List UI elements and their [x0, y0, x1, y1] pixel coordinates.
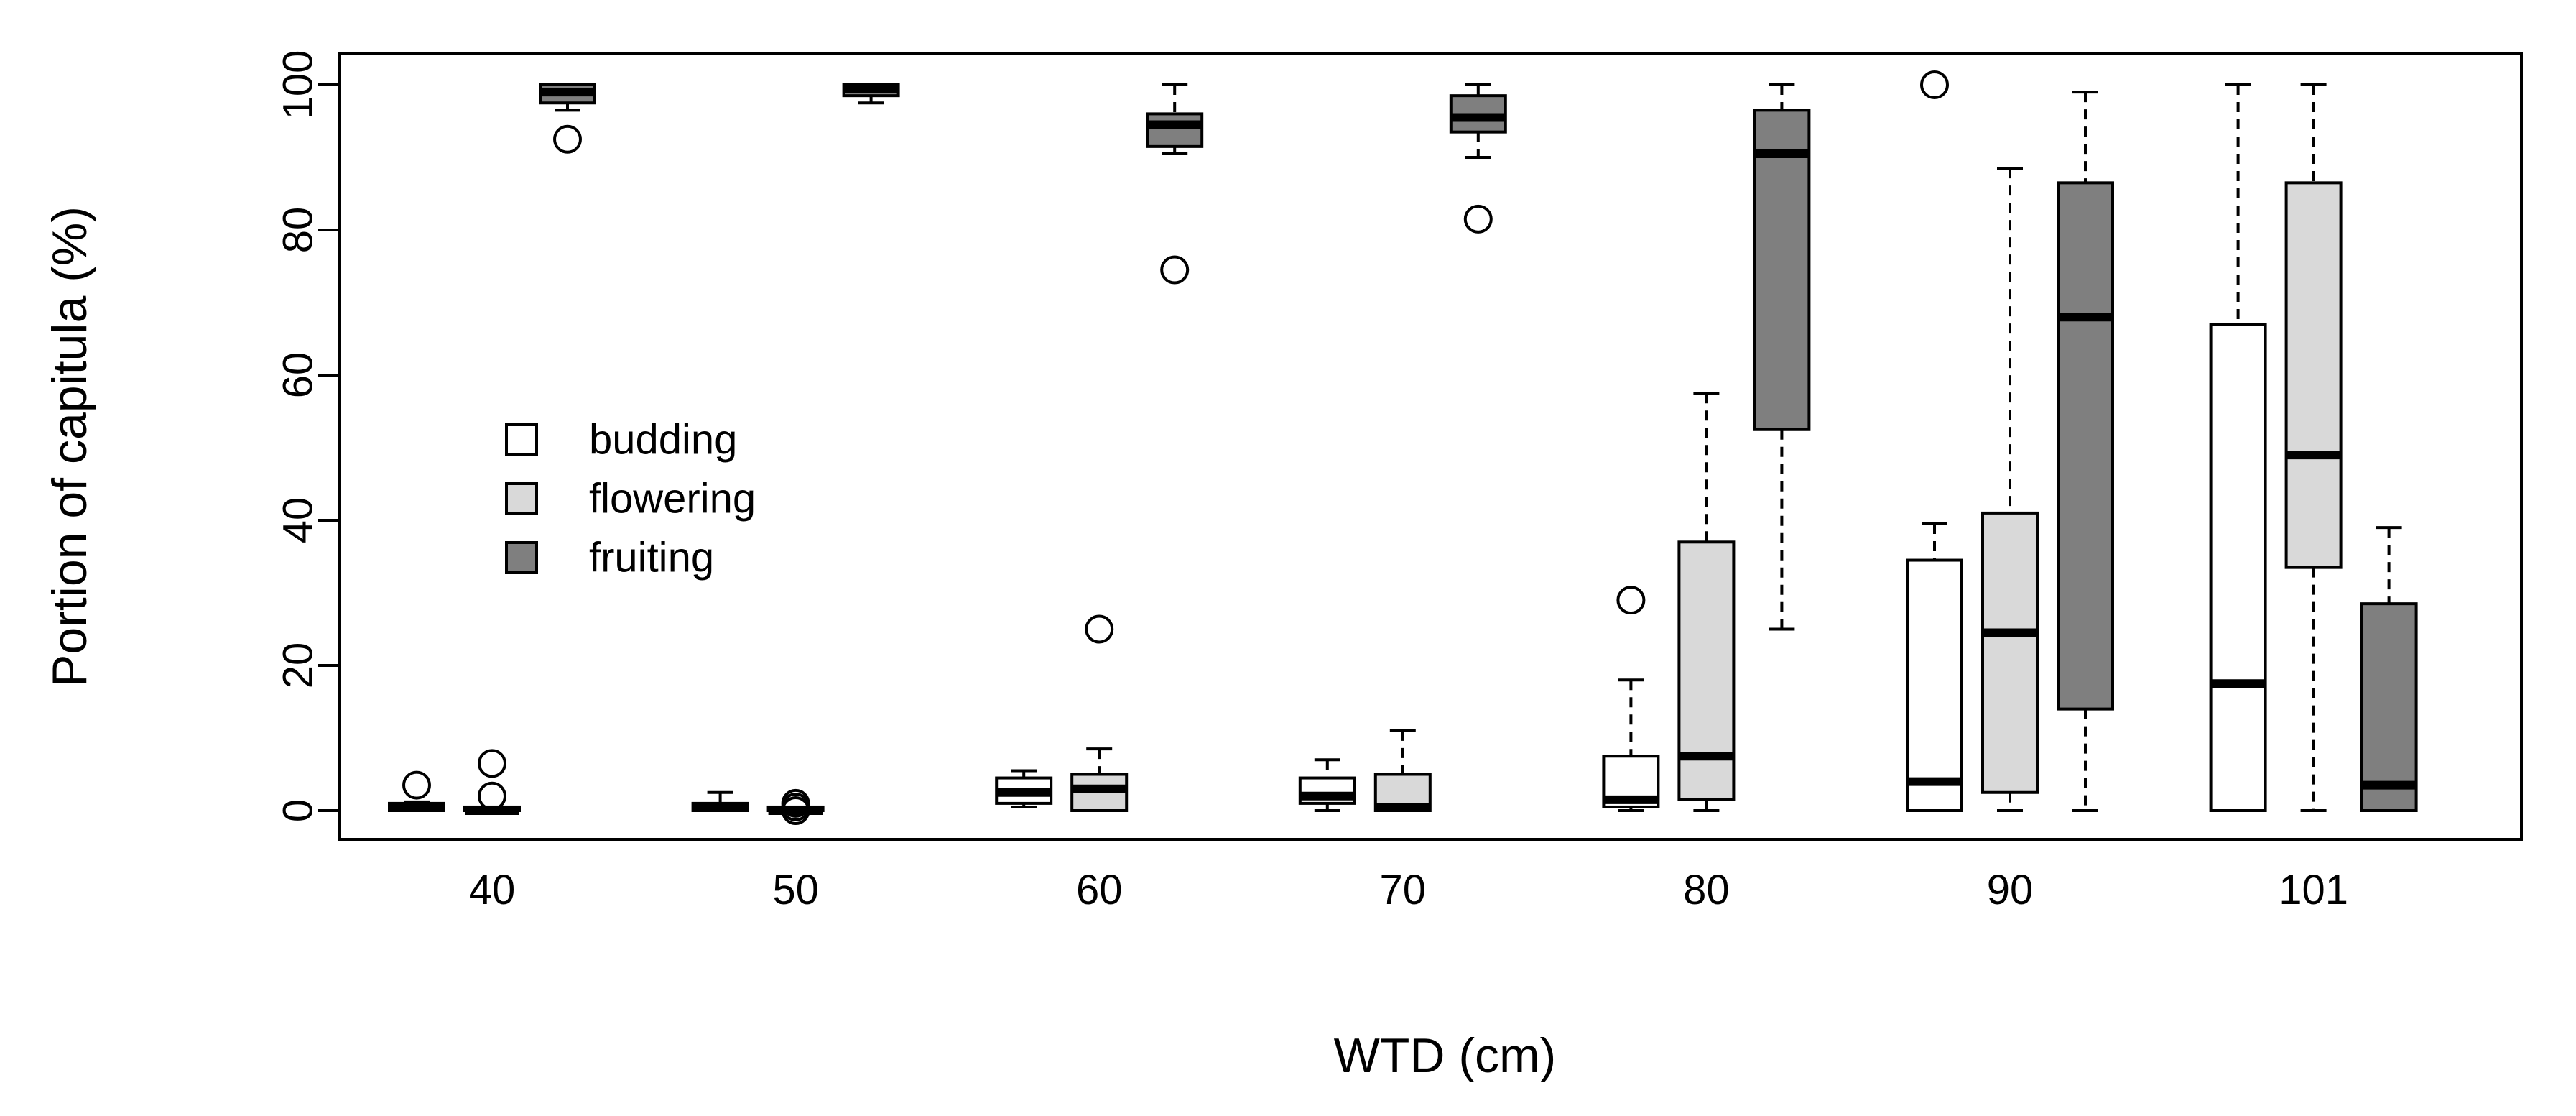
boxplot-fruiting-101	[2360, 526, 2418, 813]
plot-area	[388, 70, 2418, 825]
outlier-point	[781, 796, 810, 825]
boxplot-flowering-70	[1373, 729, 1432, 812]
y-tick-label: 80	[275, 207, 322, 254]
legend-label-budding: budding	[589, 417, 737, 464]
outlier-point	[1616, 586, 1646, 615]
x-tick-label: 101	[2279, 867, 2348, 913]
box	[1906, 558, 1963, 812]
y-tick-label: 0	[275, 799, 322, 822]
box	[1677, 540, 1736, 801]
box	[1981, 511, 2039, 794]
box	[1753, 109, 1811, 431]
y-tick-label: 20	[275, 642, 322, 689]
boxplot-fruiting-50	[842, 83, 900, 105]
x-tick-label: 50	[772, 867, 819, 913]
boxplot-budding-50	[691, 790, 749, 813]
x-axis-title: WTD (cm)	[1334, 1028, 1557, 1083]
outlier-point	[1085, 614, 1114, 644]
box	[2284, 181, 2343, 569]
legend: budding flowering fruiting	[505, 417, 756, 581]
boxplot-flowering-90	[1981, 167, 2039, 812]
boxplot-flowering-60	[1070, 614, 1129, 812]
y-tick-label: 40	[275, 497, 322, 544]
boxplot-flowering-40	[463, 749, 521, 815]
boxplot-fruiting-70	[1449, 83, 1507, 234]
outlier-point	[1160, 255, 1190, 285]
boxplot-fruiting-60	[1146, 83, 1204, 285]
outlier-point	[478, 749, 506, 778]
x-tick-label: 70	[1380, 867, 1427, 913]
outlier-point	[553, 124, 582, 154]
boxplot-flowering-101	[2284, 83, 2343, 812]
y-tick-label: 60	[275, 352, 322, 399]
x-tick-label: 60	[1076, 867, 1123, 913]
legend-label-flowering: flowering	[589, 476, 756, 522]
x-tick-label: 90	[1987, 867, 2034, 913]
box	[2057, 181, 2114, 711]
boxplot-budding-60	[995, 769, 1053, 808]
outlier-point	[402, 770, 431, 800]
boxplot-budding-80	[1602, 586, 1660, 812]
legend-swatch-fruiting	[505, 541, 538, 574]
box	[2360, 602, 2418, 813]
y-axis: 0 20 40 60 80 100	[275, 50, 341, 822]
boxplot-fruiting-90	[2057, 91, 2114, 812]
x-axis: 40 50 60 70 80 90 101	[469, 867, 2348, 913]
boxplot-budding-40	[388, 770, 445, 813]
boxplot-flowering-50	[766, 788, 825, 825]
y-tick-label: 100	[275, 50, 322, 120]
box	[1146, 112, 1204, 148]
box	[2209, 323, 2267, 812]
y-axis-title: Portion of capitula (%)	[42, 206, 97, 687]
legend-label-fruiting: fruiting	[589, 535, 714, 581]
outlier-point	[478, 781, 506, 811]
boxplot-budding-101	[2209, 83, 2267, 812]
x-tick-label: 80	[1683, 867, 1730, 913]
boxplot-budding-90	[1906, 70, 1963, 812]
boxplot-budding-70	[1298, 758, 1356, 812]
outlier-point	[1920, 70, 1949, 99]
legend-swatch-flowering	[505, 482, 538, 515]
legend-swatch-budding	[505, 423, 538, 456]
boxplot-flowering-80	[1677, 392, 1736, 812]
x-tick-label: 40	[469, 867, 516, 913]
outlier-point	[1463, 204, 1493, 234]
boxplot-fruiting-80	[1753, 83, 1811, 631]
boxplot-fruiting-40	[539, 83, 596, 154]
